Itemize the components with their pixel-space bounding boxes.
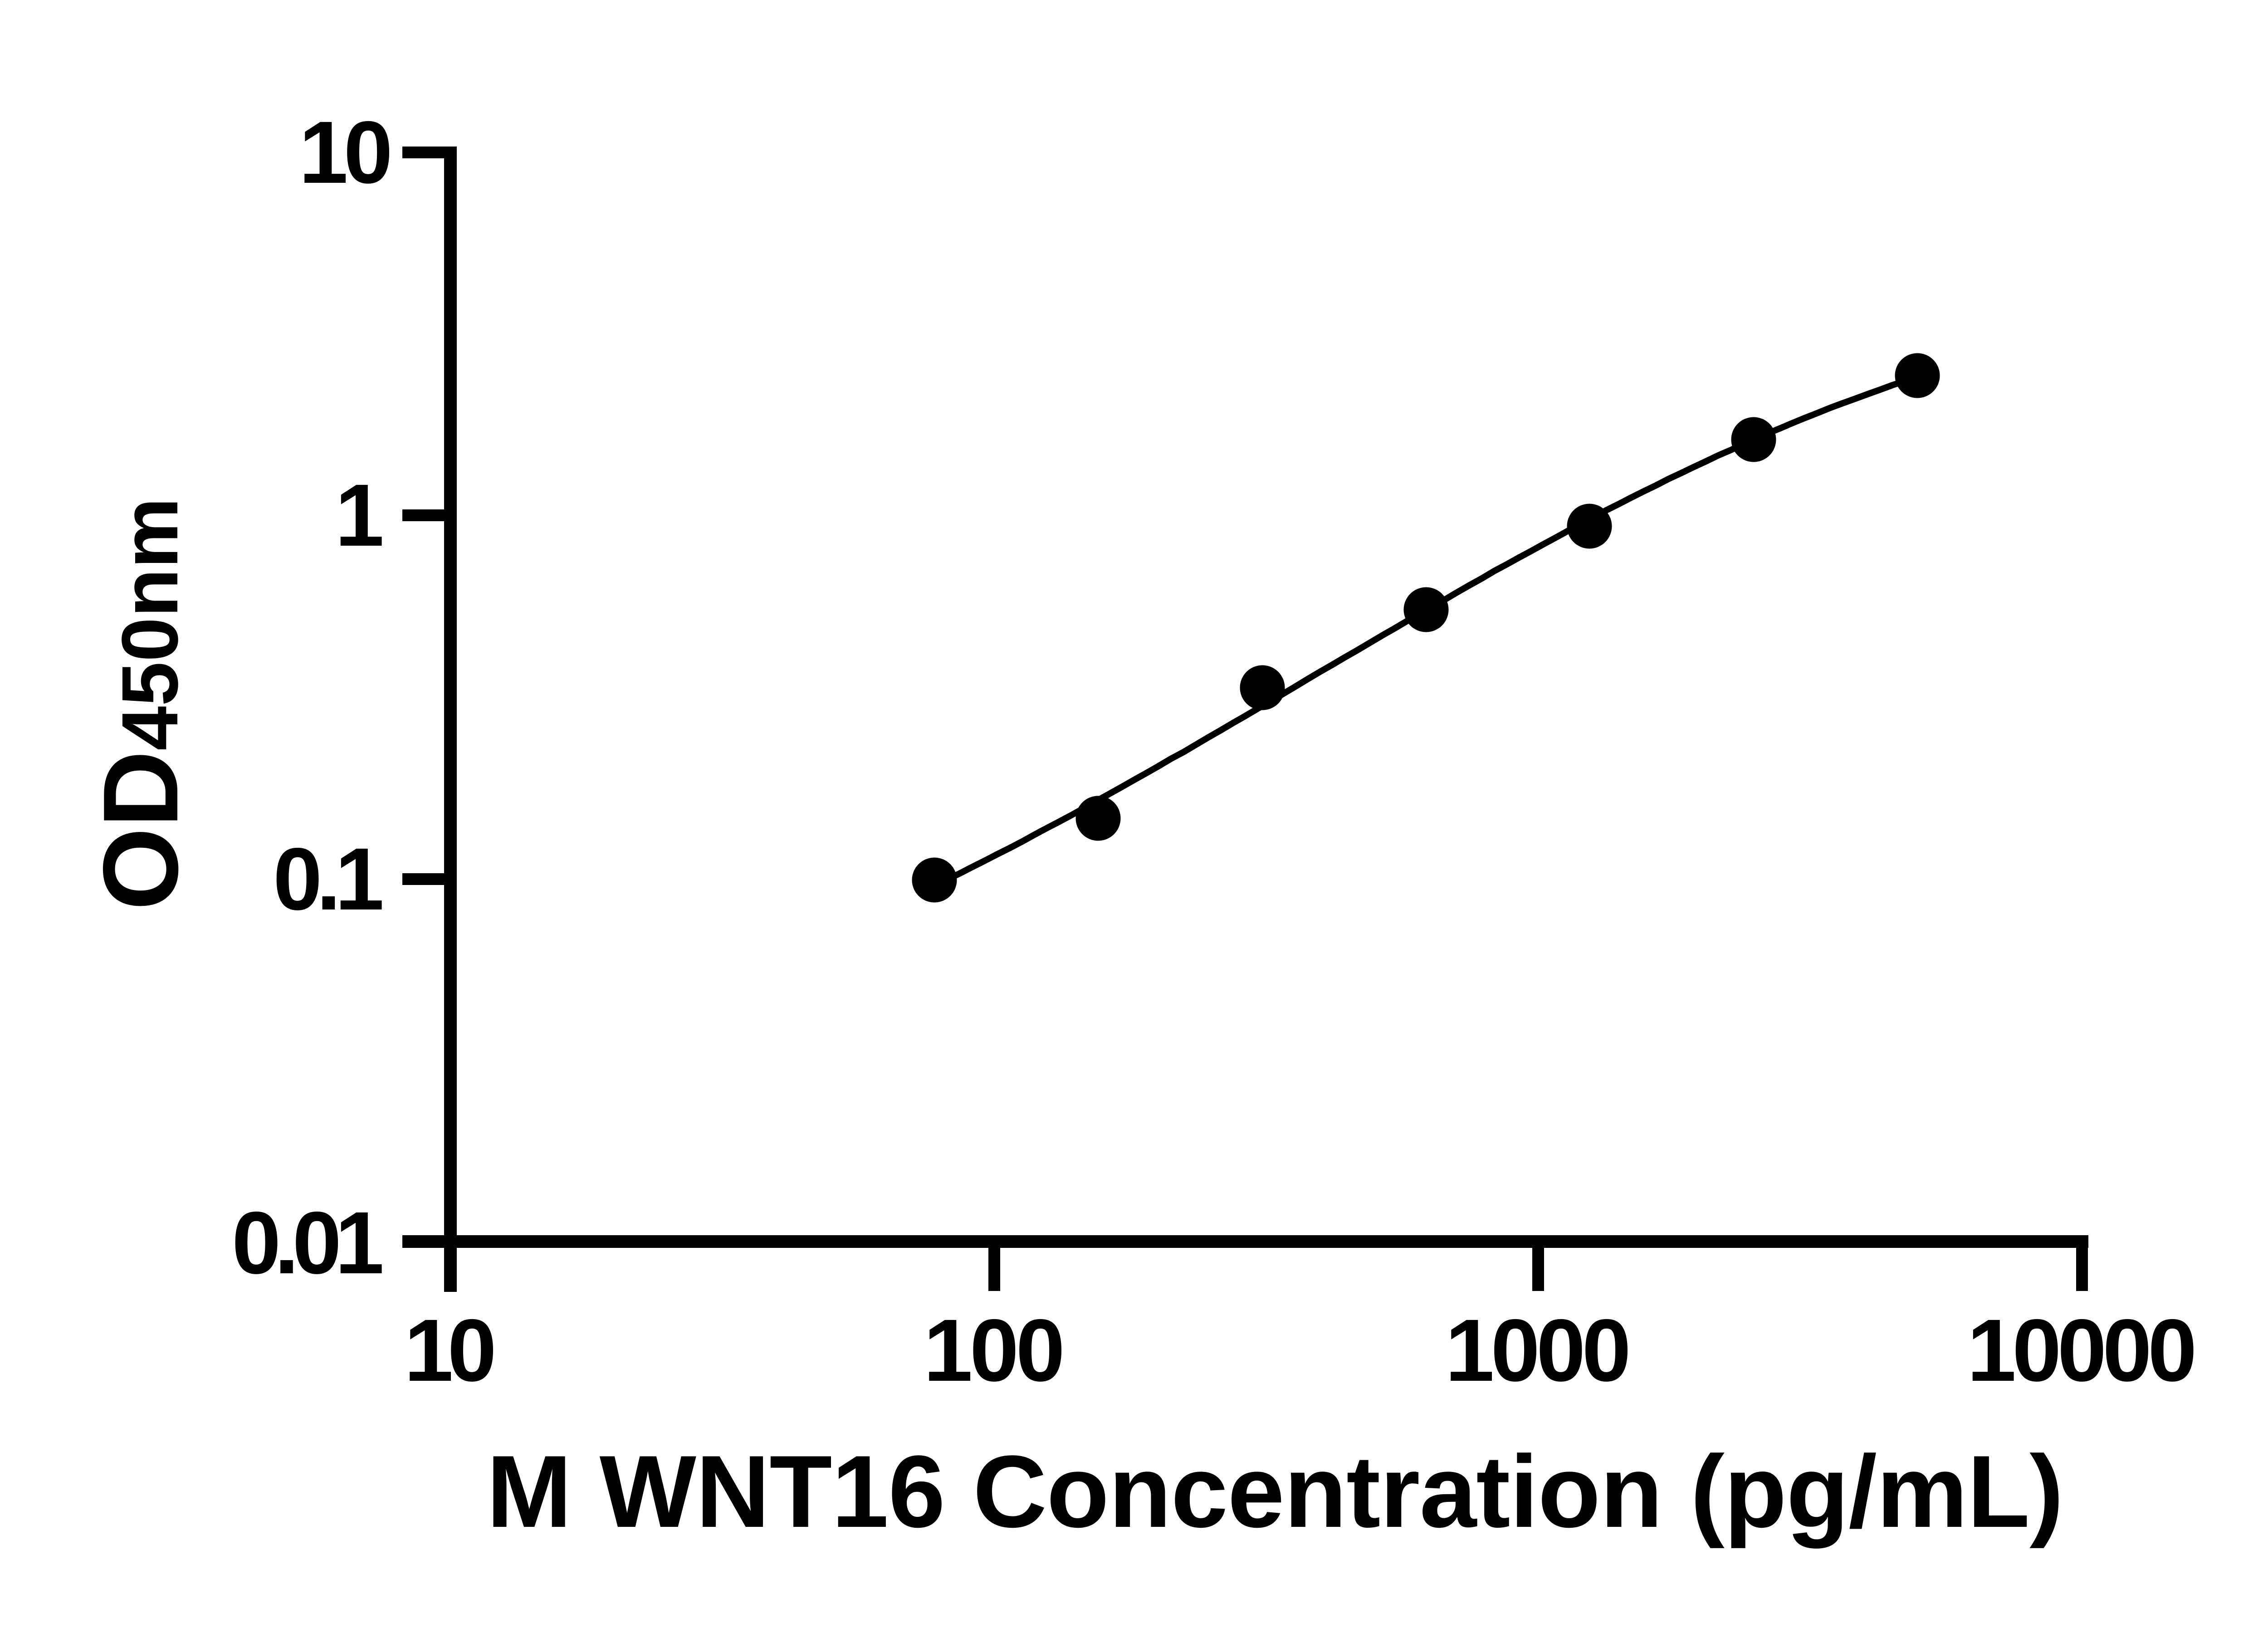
svg-text:OD450nm: OD450nm	[81, 498, 200, 910]
svg-text:10: 10	[404, 1301, 497, 1400]
svg-text:1: 1	[335, 466, 384, 565]
svg-text:M WNT16 Concentration (pg/mL): M WNT16 Concentration (pg/mL)	[487, 1434, 2064, 1549]
svg-text:100: 100	[924, 1301, 1065, 1400]
svg-text:1000: 1000	[1445, 1301, 1631, 1400]
svg-text:10: 10	[299, 103, 393, 202]
svg-text:0.1: 0.1	[273, 830, 384, 929]
svg-text:0.01: 0.01	[232, 1193, 384, 1292]
svg-text:10000: 10000	[1967, 1301, 2197, 1400]
